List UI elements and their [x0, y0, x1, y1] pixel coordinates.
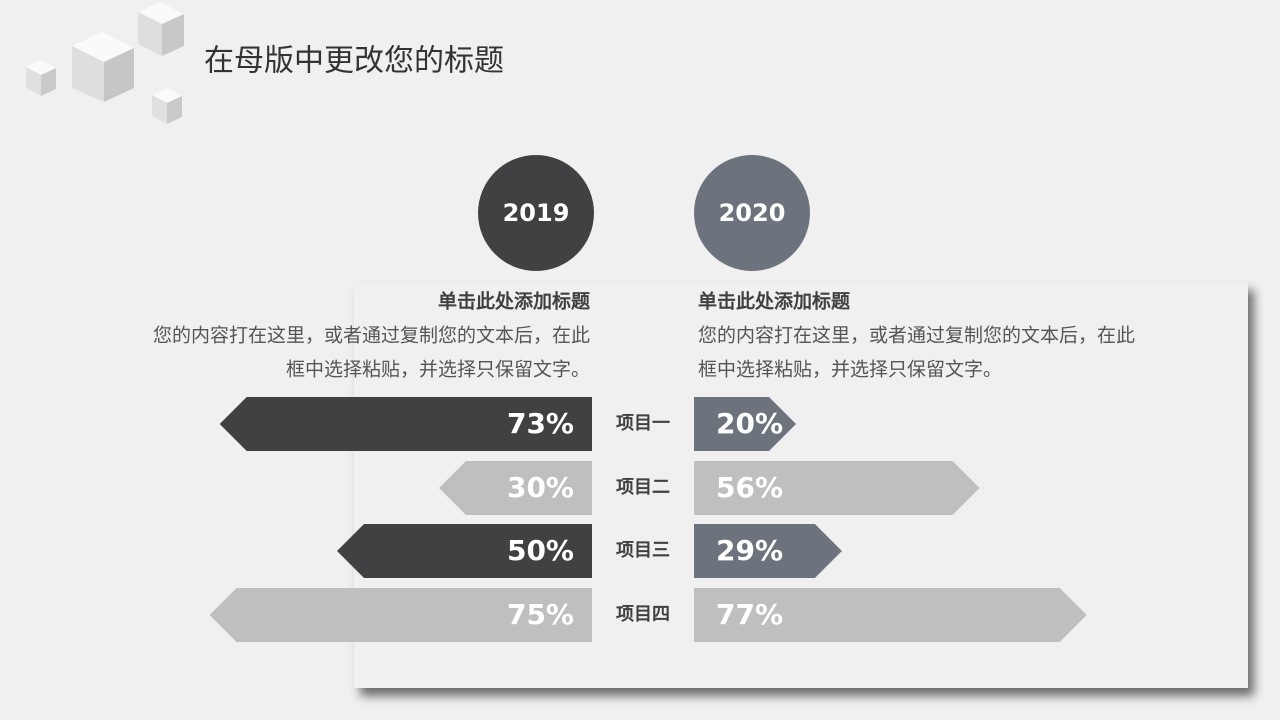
block-heading: 单击此处添加标题	[698, 290, 850, 313]
category-label: 项目三	[616, 540, 670, 561]
bar	[337, 524, 592, 578]
value-label: 56%	[716, 471, 783, 504]
year-circle	[478, 155, 594, 271]
block-body: 您的内容打在这里，或者通过复制您的文本后，在此	[153, 325, 590, 347]
bar	[439, 461, 592, 515]
value-label: 30%	[507, 471, 574, 504]
bar	[694, 588, 1087, 642]
block-heading: 单击此处添加标题	[438, 290, 590, 313]
value-label: 20%	[716, 407, 783, 440]
category-label: 项目二	[616, 477, 670, 498]
block-body: 框中选择粘贴，并选择只保留文字。	[698, 359, 1002, 381]
value-label: 73%	[507, 407, 574, 440]
year-label: 2019	[503, 199, 570, 227]
value-label: 50%	[507, 534, 574, 567]
bar	[694, 461, 980, 515]
block-body: 框中选择粘贴，并选择只保留文字。	[286, 359, 590, 381]
bar	[694, 524, 842, 578]
cubes-decoration	[26, 2, 184, 124]
bar	[209, 588, 592, 642]
block-body: 您的内容打在这里，或者通过复制您的文本后，在此	[698, 325, 1135, 347]
category-label: 项目一	[616, 413, 670, 434]
year-label: 2020	[719, 199, 786, 227]
value-label: 29%	[716, 534, 783, 567]
value-label: 75%	[507, 598, 574, 631]
value-label: 77%	[716, 598, 783, 631]
bar	[219, 397, 592, 451]
category-label: 项目四	[616, 604, 670, 625]
slide-title: 在母版中更改您的标题	[204, 44, 504, 79]
bar	[694, 397, 796, 451]
year-circle	[694, 155, 810, 271]
